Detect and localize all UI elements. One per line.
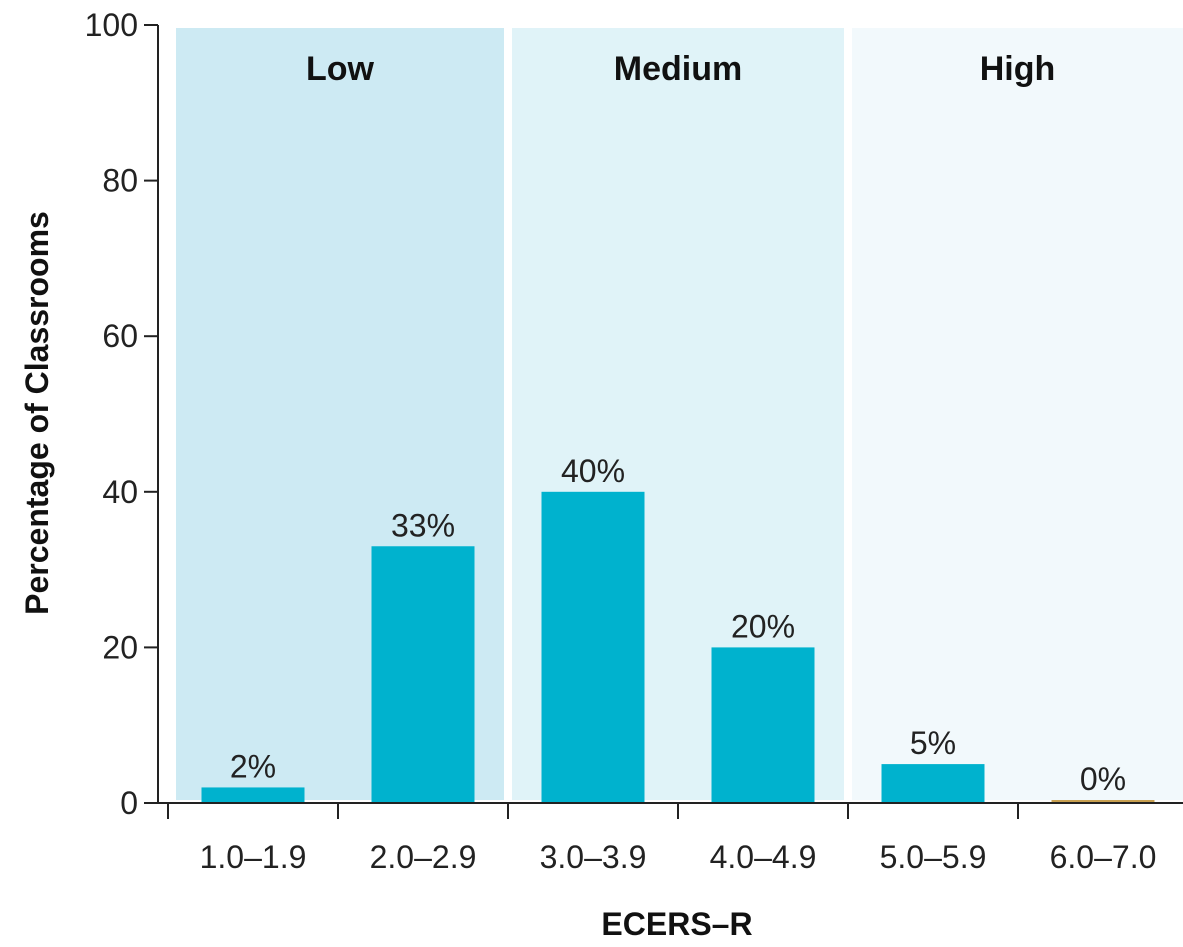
- bar: [541, 491, 645, 803]
- y-tick-label: 60: [102, 318, 138, 354]
- bar-layer: [201, 491, 1155, 803]
- x-tick-label: 1.0–1.9: [200, 839, 307, 875]
- x-tick-label: 6.0–7.0: [1050, 839, 1157, 875]
- y-tick-label: 0: [120, 785, 138, 821]
- band-high: [852, 28, 1183, 800]
- bar: [201, 787, 305, 803]
- y-tick-label: 80: [102, 163, 138, 199]
- x-tick-label: 2.0–2.9: [370, 839, 477, 875]
- x-axis-title: ECERS–R: [601, 906, 752, 942]
- data-label: 20%: [731, 608, 795, 644]
- x-tick-label: 3.0–3.9: [540, 839, 647, 875]
- bar: [711, 647, 815, 803]
- data-label: 0%: [1080, 761, 1126, 797]
- data-label: 5%: [910, 725, 956, 761]
- band-label-low: Low: [306, 50, 375, 88]
- x-tick-label: 4.0–4.9: [710, 839, 817, 875]
- axes-layer: [144, 24, 1183, 819]
- band-label-high: High: [980, 50, 1056, 88]
- y-tick-label: 100: [85, 7, 138, 43]
- band-layer: [176, 28, 1183, 800]
- bar: [371, 546, 475, 803]
- band-label-medium: Medium: [614, 50, 742, 88]
- y-tick-label: 20: [102, 629, 138, 665]
- data-label: 33%: [391, 507, 455, 543]
- bar: [1051, 800, 1155, 803]
- x-tick-label: 5.0–5.9: [880, 839, 987, 875]
- data-label: 40%: [561, 453, 625, 489]
- data-label: 2%: [230, 748, 276, 784]
- y-axis-title: Percentage of Classrooms: [19, 211, 55, 615]
- bar: [881, 764, 985, 803]
- y-tick-label: 40: [102, 474, 138, 510]
- label-layer: Low Medium High 2% 33% 40% 20% 5% 0% 0 20 40 60 80 100…: [85, 7, 1157, 875]
